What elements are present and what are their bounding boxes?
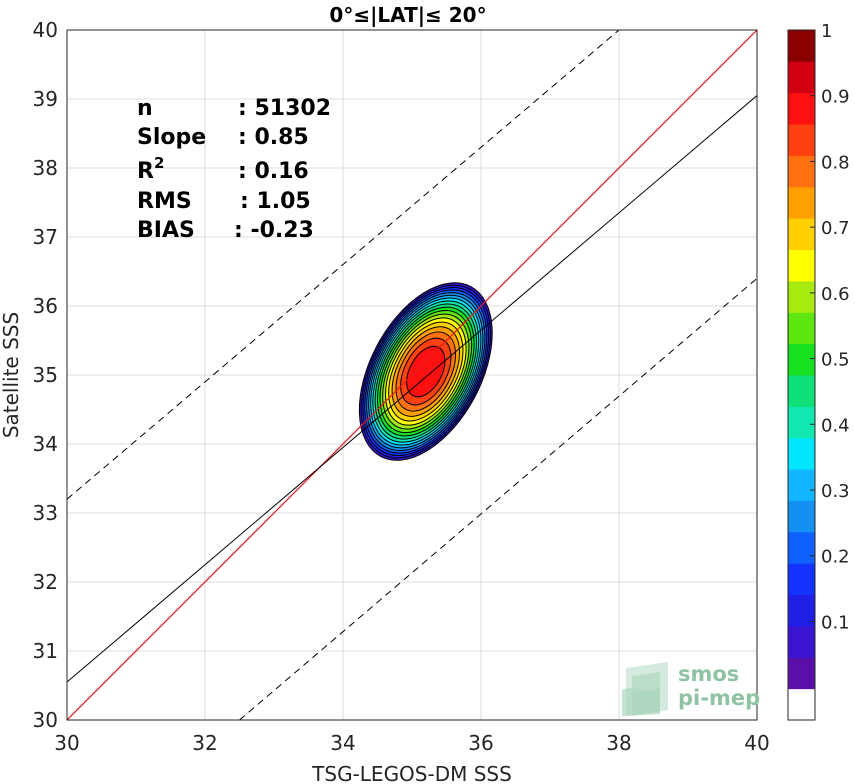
colorbar-band: [788, 155, 815, 188]
x-tick-labels: 30 32 34 36 38 40: [54, 731, 769, 755]
colorbar-band: [788, 688, 815, 721]
density-contours: [358, 282, 493, 461]
colorbar-band: [788, 124, 815, 156]
stat-value: : 0.85: [238, 125, 309, 150]
lower-bound-line: [239, 278, 757, 720]
colorbar-band: [788, 469, 815, 501]
stat-value: : 0.16: [238, 159, 309, 184]
colorbar-band: [788, 61, 815, 94]
colorbar-tick-label: 0.6: [821, 284, 850, 305]
smos-pi-mep-logo: smos pi-mep: [622, 662, 760, 716]
colorbar-tick-label: 0.5: [821, 350, 850, 371]
reference-lines: [67, 30, 757, 720]
colorbar-tick-label: 0.2: [821, 547, 850, 568]
x-axis-label: TSG-LEGOS-DM SSS: [311, 762, 512, 784]
x-tick-label: 40: [744, 731, 769, 755]
colorbar-band: [788, 92, 815, 125]
stats-box: n : 51302 Slope : 0.85 R2 : 0.16 RMS : 1.05 BIAS…: [137, 96, 331, 243]
y-tick-label: 31: [33, 639, 58, 663]
colorbar-band: [788, 312, 815, 345]
colorbar-tick-label: 0.8: [821, 152, 850, 173]
x-tick-label: 36: [468, 731, 493, 755]
colorbar-tick-label: 0.1: [821, 612, 850, 633]
y-axis-label: Satellite SSS: [0, 312, 23, 438]
colorbar-tick-label: 0.9: [821, 87, 850, 108]
logo-text-line1: smos: [678, 662, 739, 686]
axes-frame: [66, 29, 758, 721]
colorbar-band: [788, 249, 815, 282]
x-tick-label: 32: [192, 731, 217, 755]
colorbar-band: [788, 343, 815, 376]
stat-label: RMS: [137, 189, 192, 214]
colorbar-band: [788, 406, 815, 439]
stat-value: : 1.05: [240, 189, 311, 214]
colorbar-frame: [787, 29, 816, 721]
contour-level-0.95: [406, 345, 446, 398]
x-tick-label: 38: [606, 731, 631, 755]
colorbar-band: [788, 437, 815, 470]
x-tick-label: 34: [330, 731, 355, 755]
chart-title: 0°≤|LAT|≤ 20°: [329, 3, 486, 27]
stat-label: Slope: [137, 125, 206, 150]
stat-label: n: [137, 96, 153, 121]
colorbar-band: [788, 375, 815, 407]
identity-line: [67, 30, 757, 720]
y-tick-label: 38: [33, 156, 58, 180]
upper-bound-line: [67, 30, 620, 500]
colorbar-band: [788, 500, 815, 533]
y-tick-label: 30: [33, 708, 58, 732]
x-tick-label: 30: [54, 731, 79, 755]
colorbar-tick-label: 0.7: [821, 218, 850, 239]
colorbar-tick-label: 1: [821, 21, 832, 42]
colorbar-band: [788, 30, 815, 62]
colorbar-band: [788, 186, 815, 219]
y-tick-label: 40: [33, 18, 58, 42]
stat-label: R2: [137, 154, 164, 184]
stat-label: BIAS: [137, 218, 195, 243]
colorbar-band: [788, 531, 815, 564]
colorbar: [787, 29, 816, 721]
colorbar-tick-labels: 0.1 0.2 0.3 0.4 0.5 0.6 0.7 0.8 0.9 1: [810, 21, 850, 633]
colorbar-band: [788, 563, 815, 596]
y-tick-label: 34: [33, 432, 58, 456]
colorbar-tick-label: 0.4: [821, 415, 850, 436]
y-tick-label: 35: [33, 363, 58, 387]
stat-value: : 51302: [238, 96, 331, 121]
y-tick-label: 32: [33, 570, 58, 594]
y-tick-label: 39: [33, 87, 58, 111]
logo-mark-icon: [622, 662, 668, 716]
stat-value: : -0.23: [234, 218, 314, 243]
y-tick-label: 36: [33, 294, 58, 318]
logo-text-line2: pi-mep: [678, 686, 760, 710]
colorbar-band: [788, 657, 815, 690]
y-tick-labels: 30 31 32 33 34 35 36 37 38 39 40: [33, 18, 58, 732]
y-tick-label: 37: [33, 225, 58, 249]
colorbar-band: [788, 280, 815, 313]
colorbar-band: [788, 218, 815, 251]
colorbar-band: [788, 625, 815, 658]
y-tick-label: 33: [33, 501, 58, 525]
regression-line: [67, 95, 757, 683]
colorbar-tick-label: 0.3: [821, 481, 850, 502]
